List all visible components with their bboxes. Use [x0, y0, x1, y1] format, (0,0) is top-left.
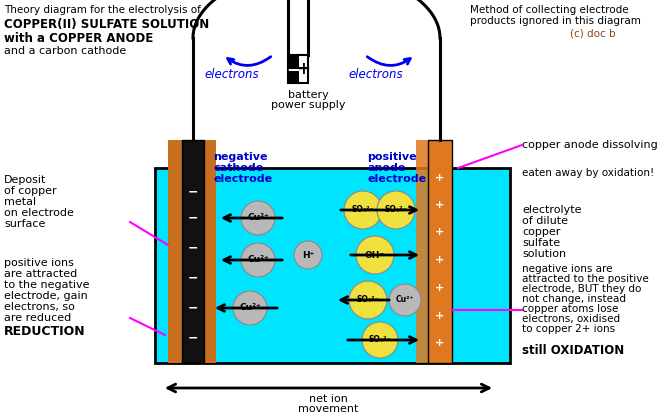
Text: and a carbon cathode: and a carbon cathode	[4, 46, 126, 56]
Text: COPPER(II) SULFATE SOLUTION: COPPER(II) SULFATE SOLUTION	[4, 18, 210, 31]
Text: negative ions are: negative ions are	[522, 264, 613, 274]
Text: SO₄²⁻: SO₄²⁻	[357, 296, 379, 304]
Text: electrode: electrode	[367, 174, 426, 184]
Text: positive: positive	[367, 152, 416, 162]
Text: Cu²⁺: Cu²⁺	[247, 255, 269, 265]
Text: H⁺: H⁺	[302, 250, 314, 260]
Text: electrons, so: electrons, so	[4, 302, 75, 312]
Text: metal: metal	[4, 197, 36, 207]
Bar	[155, 168, 510, 363]
Text: Theory diagram for the electrolysis of: Theory diagram for the electrolysis of	[4, 5, 201, 15]
Text: still OXIDATION: still OXIDATION	[522, 344, 624, 357]
Circle shape	[233, 291, 267, 325]
Text: cathode: cathode	[213, 163, 263, 173]
Text: not change, instead: not change, instead	[522, 294, 626, 304]
Text: sulfate: sulfate	[522, 238, 560, 248]
Text: Method of collecting electrode: Method of collecting electrode	[470, 5, 629, 15]
Text: positive ions: positive ions	[4, 258, 74, 268]
Text: electrons: electrons	[205, 68, 259, 81]
Text: +: +	[436, 200, 445, 210]
Circle shape	[356, 236, 394, 274]
Text: +: +	[436, 173, 445, 183]
Text: Cu²⁺: Cu²⁺	[247, 213, 269, 223]
Text: −: −	[188, 241, 198, 255]
Text: copper anode dissolving: copper anode dissolving	[522, 140, 658, 150]
Text: +: +	[436, 311, 445, 321]
Bar	[298, 55, 308, 83]
Text: SO₄²⁻: SO₄²⁻	[385, 205, 407, 215]
Text: solution: solution	[522, 249, 566, 259]
Text: to copper 2+ ions: to copper 2+ ions	[522, 324, 615, 334]
Text: electrolyte: electrolyte	[522, 205, 582, 215]
Text: are attracted: are attracted	[4, 269, 77, 279]
Text: surface: surface	[4, 219, 46, 229]
Text: +: +	[296, 60, 310, 78]
Bar	[416, 140, 428, 363]
Text: −: −	[188, 331, 198, 344]
Circle shape	[377, 191, 415, 229]
Text: +: +	[436, 255, 445, 265]
Text: copper: copper	[522, 227, 561, 237]
Circle shape	[362, 322, 398, 358]
Text: −: −	[286, 60, 300, 78]
Text: attracted to the positive: attracted to the positive	[522, 274, 648, 284]
Bar	[168, 140, 182, 363]
Text: electrode: electrode	[213, 174, 272, 184]
Text: of dilute: of dilute	[522, 216, 568, 226]
Text: of copper: of copper	[4, 186, 57, 196]
Text: SO₄²⁻: SO₄²⁻	[369, 336, 391, 344]
Text: OH⁻: OH⁻	[365, 250, 385, 260]
Text: −: −	[188, 302, 198, 315]
Bar	[182, 140, 204, 363]
Circle shape	[241, 201, 275, 235]
Text: net ion: net ion	[309, 394, 348, 404]
Bar	[204, 140, 216, 363]
Text: electrons, oxidised: electrons, oxidised	[522, 314, 620, 324]
Bar	[288, 55, 298, 83]
Circle shape	[294, 241, 322, 269]
Text: REDUCTION: REDUCTION	[4, 325, 86, 338]
Text: Cu²⁺: Cu²⁺	[396, 296, 414, 304]
Text: products ignored in this diagram: products ignored in this diagram	[470, 16, 641, 26]
Circle shape	[389, 284, 421, 316]
Text: on electrode: on electrode	[4, 208, 74, 218]
Text: Deposit: Deposit	[4, 175, 46, 185]
Text: (c) doc b: (c) doc b	[570, 28, 615, 38]
Text: electrode, gain: electrode, gain	[4, 291, 88, 301]
Text: +: +	[436, 283, 445, 293]
Text: electrode, BUT they do: electrode, BUT they do	[522, 284, 641, 294]
Text: −: −	[188, 186, 198, 199]
Text: electrons: electrons	[349, 68, 403, 81]
Text: −: −	[188, 212, 198, 225]
Circle shape	[241, 243, 275, 277]
Text: to the negative: to the negative	[4, 280, 89, 290]
Circle shape	[344, 191, 382, 229]
Circle shape	[349, 281, 387, 319]
Text: +: +	[436, 227, 445, 237]
Text: movement: movement	[298, 404, 358, 414]
Text: negative: negative	[213, 152, 268, 162]
Text: are reduced: are reduced	[4, 313, 71, 323]
Text: anode: anode	[367, 163, 405, 173]
Text: Cu²⁺: Cu²⁺	[239, 304, 261, 312]
Text: eaten away by oxidation!: eaten away by oxidation!	[522, 168, 654, 178]
Text: +: +	[436, 338, 445, 348]
Bar	[428, 140, 452, 363]
Text: copper atoms lose: copper atoms lose	[522, 304, 619, 314]
Text: power supply: power supply	[271, 100, 345, 110]
Text: −: −	[188, 271, 198, 284]
Text: with a COPPER ANODE: with a COPPER ANODE	[4, 32, 153, 45]
Text: battery: battery	[288, 90, 329, 100]
Text: SO₄²⁻: SO₄²⁻	[352, 205, 374, 215]
